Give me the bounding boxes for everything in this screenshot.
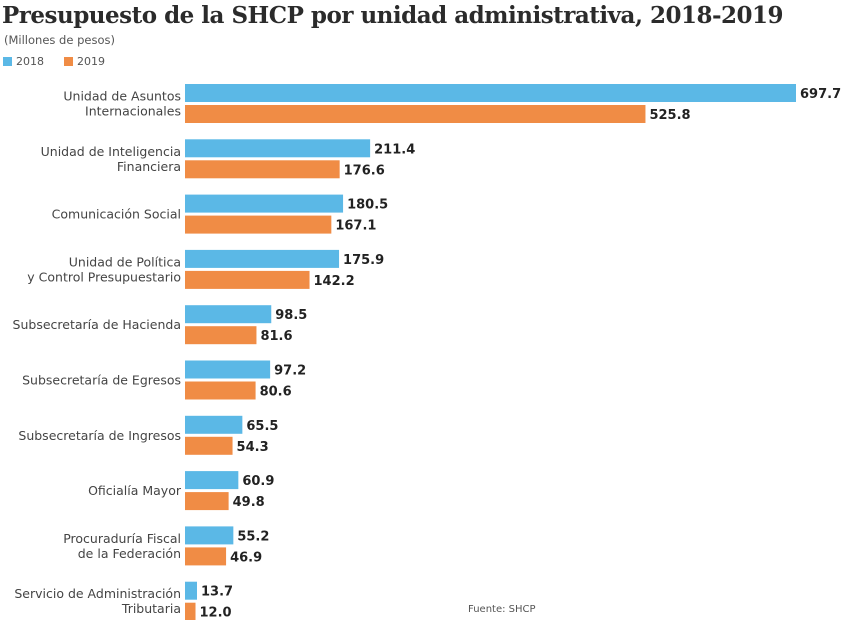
category-label: Unidad de Asuntos	[63, 89, 181, 104]
bar-2019	[185, 602, 196, 620]
bar-2019	[185, 105, 646, 123]
chart-subtitle: (Millones de pesos)	[4, 33, 115, 47]
value-label-2019: 525.8	[649, 108, 690, 123]
legend-item-2019: 2019	[64, 55, 105, 68]
category-label: de la Federación	[78, 546, 181, 561]
category-label: y Control Presupuestario	[27, 269, 181, 284]
legend-swatch-2019	[64, 57, 73, 66]
legend-label-2019: 2019	[77, 55, 105, 68]
category-label: Comunicación Social	[52, 207, 181, 222]
value-label-2018: 98.5	[275, 308, 307, 323]
category-group: Oficialía Mayor 60.9 49.8	[88, 471, 274, 511]
bar-2019	[185, 326, 257, 345]
legend: 2018 2019	[3, 55, 105, 68]
value-label-2019: 176.6	[344, 163, 385, 178]
legend-item-2018: 2018	[3, 55, 44, 68]
category-label: Internacionales	[85, 104, 181, 119]
category-label: Subsecretaría de Egresos	[22, 373, 181, 388]
value-label-2019: 167.1	[335, 219, 376, 234]
source-note: Fuente: SHCP	[468, 604, 536, 615]
value-label-2018: 13.7	[201, 585, 233, 600]
bar-2019	[185, 547, 227, 566]
category-label: Subsecretaría de Hacienda	[13, 317, 181, 332]
bar-2018	[185, 84, 796, 102]
category-label: Servicio de Administración	[14, 586, 181, 601]
value-label-2018: 211.4	[374, 142, 415, 157]
chart-title: Presupuesto de la SHCP por unidad admini…	[2, 2, 784, 29]
value-label-2019: 81.6	[260, 329, 292, 344]
value-label-2019: 80.6	[260, 385, 292, 400]
category-label: Subsecretaría de Ingresos	[18, 428, 181, 443]
bar-2019	[185, 436, 233, 455]
bar-2018	[185, 139, 371, 158]
bar-2019	[185, 492, 229, 511]
bar-2018	[185, 305, 272, 324]
bar-2018	[185, 360, 271, 379]
bar-2018	[185, 194, 344, 213]
bar-2018	[185, 249, 340, 268]
category-label: Unidad de Inteligencia	[41, 144, 181, 159]
bar-2019	[185, 270, 310, 289]
value-label-2018: 175.9	[343, 253, 384, 268]
value-label-2018: 65.5	[246, 419, 278, 434]
category-group: Subsecretaría de Hacienda 98.5 81.6	[13, 305, 307, 345]
category-label: Unidad de Política	[69, 254, 181, 269]
bar-2019	[185, 215, 332, 234]
value-label-2018: 180.5	[347, 198, 388, 213]
category-group: Comunicación Social 180.5 167.1	[52, 194, 388, 234]
category-group: Subsecretaría de Ingresos 65.5 54.3	[18, 415, 278, 455]
value-label-2018: 97.2	[274, 364, 306, 379]
value-label-2018: 60.9	[242, 474, 274, 489]
category-group: Subsecretaría de Egresos 97.2 80.6	[22, 360, 306, 400]
category-label: Procuraduría Fiscal	[63, 531, 181, 546]
category-label: Financiera	[117, 159, 181, 174]
value-label-2019: 54.3	[237, 440, 269, 455]
category-label: Tributaria	[121, 601, 181, 616]
bar-2019	[185, 160, 340, 179]
value-label-2019: 46.9	[230, 550, 262, 565]
bar-2018	[185, 415, 243, 434]
category-label: Oficialía Mayor	[88, 483, 182, 498]
value-label-2019: 12.0	[200, 606, 232, 620]
legend-swatch-2018	[3, 57, 12, 66]
legend-label-2018: 2018	[16, 55, 44, 68]
value-label-2019: 49.8	[233, 495, 265, 510]
bar-2018	[185, 471, 239, 490]
value-label-2018: 55.2	[237, 529, 269, 544]
bar-2018	[185, 526, 234, 545]
bar-2018	[185, 581, 197, 600]
bar-2019	[185, 381, 256, 400]
value-label-2019: 142.2	[314, 274, 355, 289]
value-label-2018: 697.7	[800, 87, 841, 102]
